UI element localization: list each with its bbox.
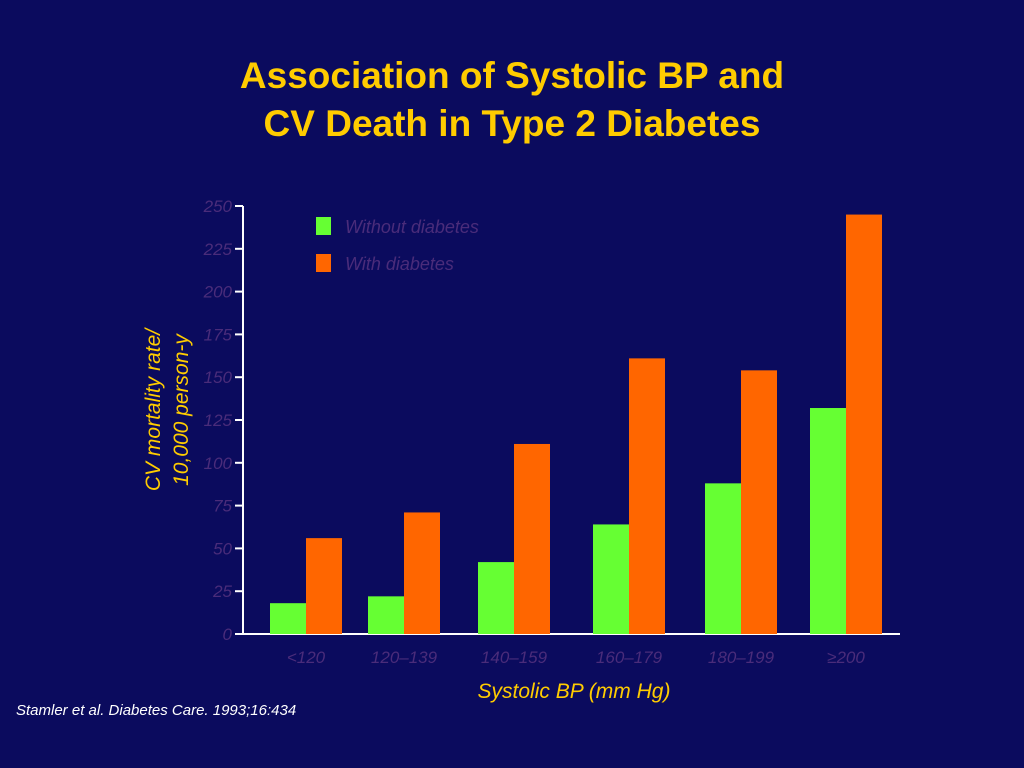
legend-label: Without diabetes bbox=[345, 217, 479, 237]
legend-label: With diabetes bbox=[345, 254, 454, 274]
bar-with-diabetes bbox=[306, 538, 342, 634]
bar-without-diabetes bbox=[368, 596, 404, 634]
x-tick-label: ≥200 bbox=[827, 648, 865, 667]
y-tick-label: 100 bbox=[204, 454, 233, 473]
x-axis-label: Systolic BP (mm Hg) bbox=[477, 680, 671, 703]
y-tick-label: 25 bbox=[212, 582, 232, 601]
x-tick-label: 160–179 bbox=[596, 648, 663, 667]
bar-with-diabetes bbox=[629, 358, 665, 634]
y-tick-label: 50 bbox=[213, 539, 232, 558]
bar-with-diabetes bbox=[846, 214, 882, 634]
title-line-1: Association of Systolic BP and bbox=[239, 55, 785, 96]
chart-title: Association of Systolic BP and CV Death … bbox=[0, 52, 1024, 148]
source-citation: Stamler et al. Diabetes Care. 1993;16:43… bbox=[16, 702, 297, 719]
bar-without-diabetes bbox=[593, 524, 629, 634]
bar-without-diabetes bbox=[478, 562, 514, 634]
x-tick-label: 140–159 bbox=[481, 648, 548, 667]
y-tick-label: 225 bbox=[203, 240, 233, 259]
legend-swatch bbox=[316, 254, 331, 272]
x-tick-label: 120–139 bbox=[371, 648, 438, 667]
bar-with-diabetes bbox=[741, 370, 777, 634]
bar-with-diabetes bbox=[404, 512, 440, 634]
title-line-2: CV Death in Type 2 Diabetes bbox=[263, 103, 761, 144]
y-tick-label: 175 bbox=[204, 325, 233, 344]
y-tick-label: 150 bbox=[204, 368, 233, 387]
y-axis-label-line-1: CV mortality rate/ bbox=[142, 328, 165, 492]
bar-without-diabetes bbox=[705, 483, 741, 634]
y-axis-label: CV mortality rate/ 10,000 person-y bbox=[140, 329, 196, 491]
y-tick-label: 75 bbox=[213, 497, 232, 516]
y-axis-label-line-2: 10,000 person-y bbox=[170, 334, 193, 486]
y-tick-label: 200 bbox=[203, 283, 233, 302]
bar-without-diabetes bbox=[270, 603, 306, 634]
bar-with-diabetes bbox=[514, 443, 550, 634]
x-tick-label: <120 bbox=[287, 648, 326, 667]
y-tick-label: 125 bbox=[204, 411, 233, 430]
y-tick-label: 250 bbox=[203, 197, 233, 216]
bar-without-diabetes bbox=[810, 408, 846, 634]
legend-swatch bbox=[316, 217, 331, 235]
x-tick-label: 180–199 bbox=[708, 648, 775, 667]
y-tick-label: 0 bbox=[223, 625, 233, 644]
